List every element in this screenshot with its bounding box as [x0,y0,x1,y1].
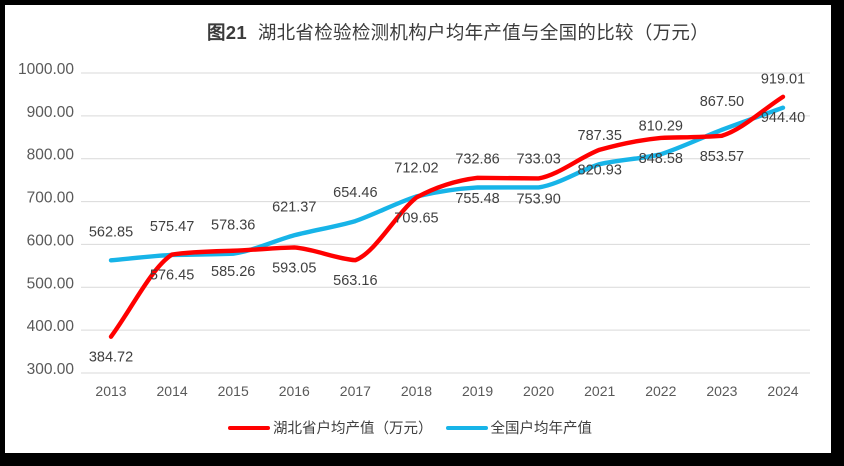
svg-text:400.00: 400.00 [27,318,75,335]
svg-text:600.00: 600.00 [27,232,75,249]
svg-text:800.00: 800.00 [27,147,75,164]
svg-text:900.00: 900.00 [27,104,75,121]
svg-text:585.26: 585.26 [211,264,255,280]
svg-text:787.35: 787.35 [578,128,622,144]
svg-text:2017: 2017 [340,383,371,399]
svg-text:654.46: 654.46 [333,185,377,201]
svg-text:562.85: 562.85 [89,224,133,240]
svg-text:848.58: 848.58 [639,151,683,167]
svg-text:2023: 2023 [706,383,737,399]
svg-text:500.00: 500.00 [27,275,75,292]
svg-text:384.72: 384.72 [89,350,133,366]
svg-text:2021: 2021 [584,383,615,399]
svg-text:2018: 2018 [401,383,432,399]
svg-text:820.93: 820.93 [578,163,622,179]
svg-text:853.57: 853.57 [700,149,744,165]
svg-text:575.47: 575.47 [150,219,194,235]
svg-text:593.05: 593.05 [272,260,316,276]
svg-text:810.29: 810.29 [639,118,683,134]
svg-text:2024: 2024 [767,383,798,399]
svg-text:753.90: 753.90 [516,191,560,207]
svg-text:1000.00: 1000.00 [18,61,74,78]
svg-text:867.50: 867.50 [700,94,744,110]
svg-text:621.37: 621.37 [272,199,316,215]
svg-text:733.03: 733.03 [516,151,560,167]
svg-text:2020: 2020 [523,383,554,399]
svg-text:300.00: 300.00 [27,361,75,378]
svg-text:2016: 2016 [279,383,310,399]
svg-text:709.65: 709.65 [394,210,438,226]
svg-text:944.40: 944.40 [761,110,805,126]
svg-text:755.48: 755.48 [455,191,499,207]
svg-text:563.16: 563.16 [333,273,377,289]
svg-text:700.00: 700.00 [27,190,75,207]
svg-text:2019: 2019 [462,383,493,399]
svg-text:732.86: 732.86 [455,151,499,167]
svg-text:576.45: 576.45 [150,268,194,284]
svg-text:712.02: 712.02 [394,160,438,176]
svg-text:578.36: 578.36 [211,218,255,234]
svg-text:2015: 2015 [218,383,249,399]
svg-text:2022: 2022 [645,383,676,399]
svg-text:2014: 2014 [157,383,188,399]
svg-text:2013: 2013 [95,383,126,399]
svg-text:919.01: 919.01 [761,72,805,88]
